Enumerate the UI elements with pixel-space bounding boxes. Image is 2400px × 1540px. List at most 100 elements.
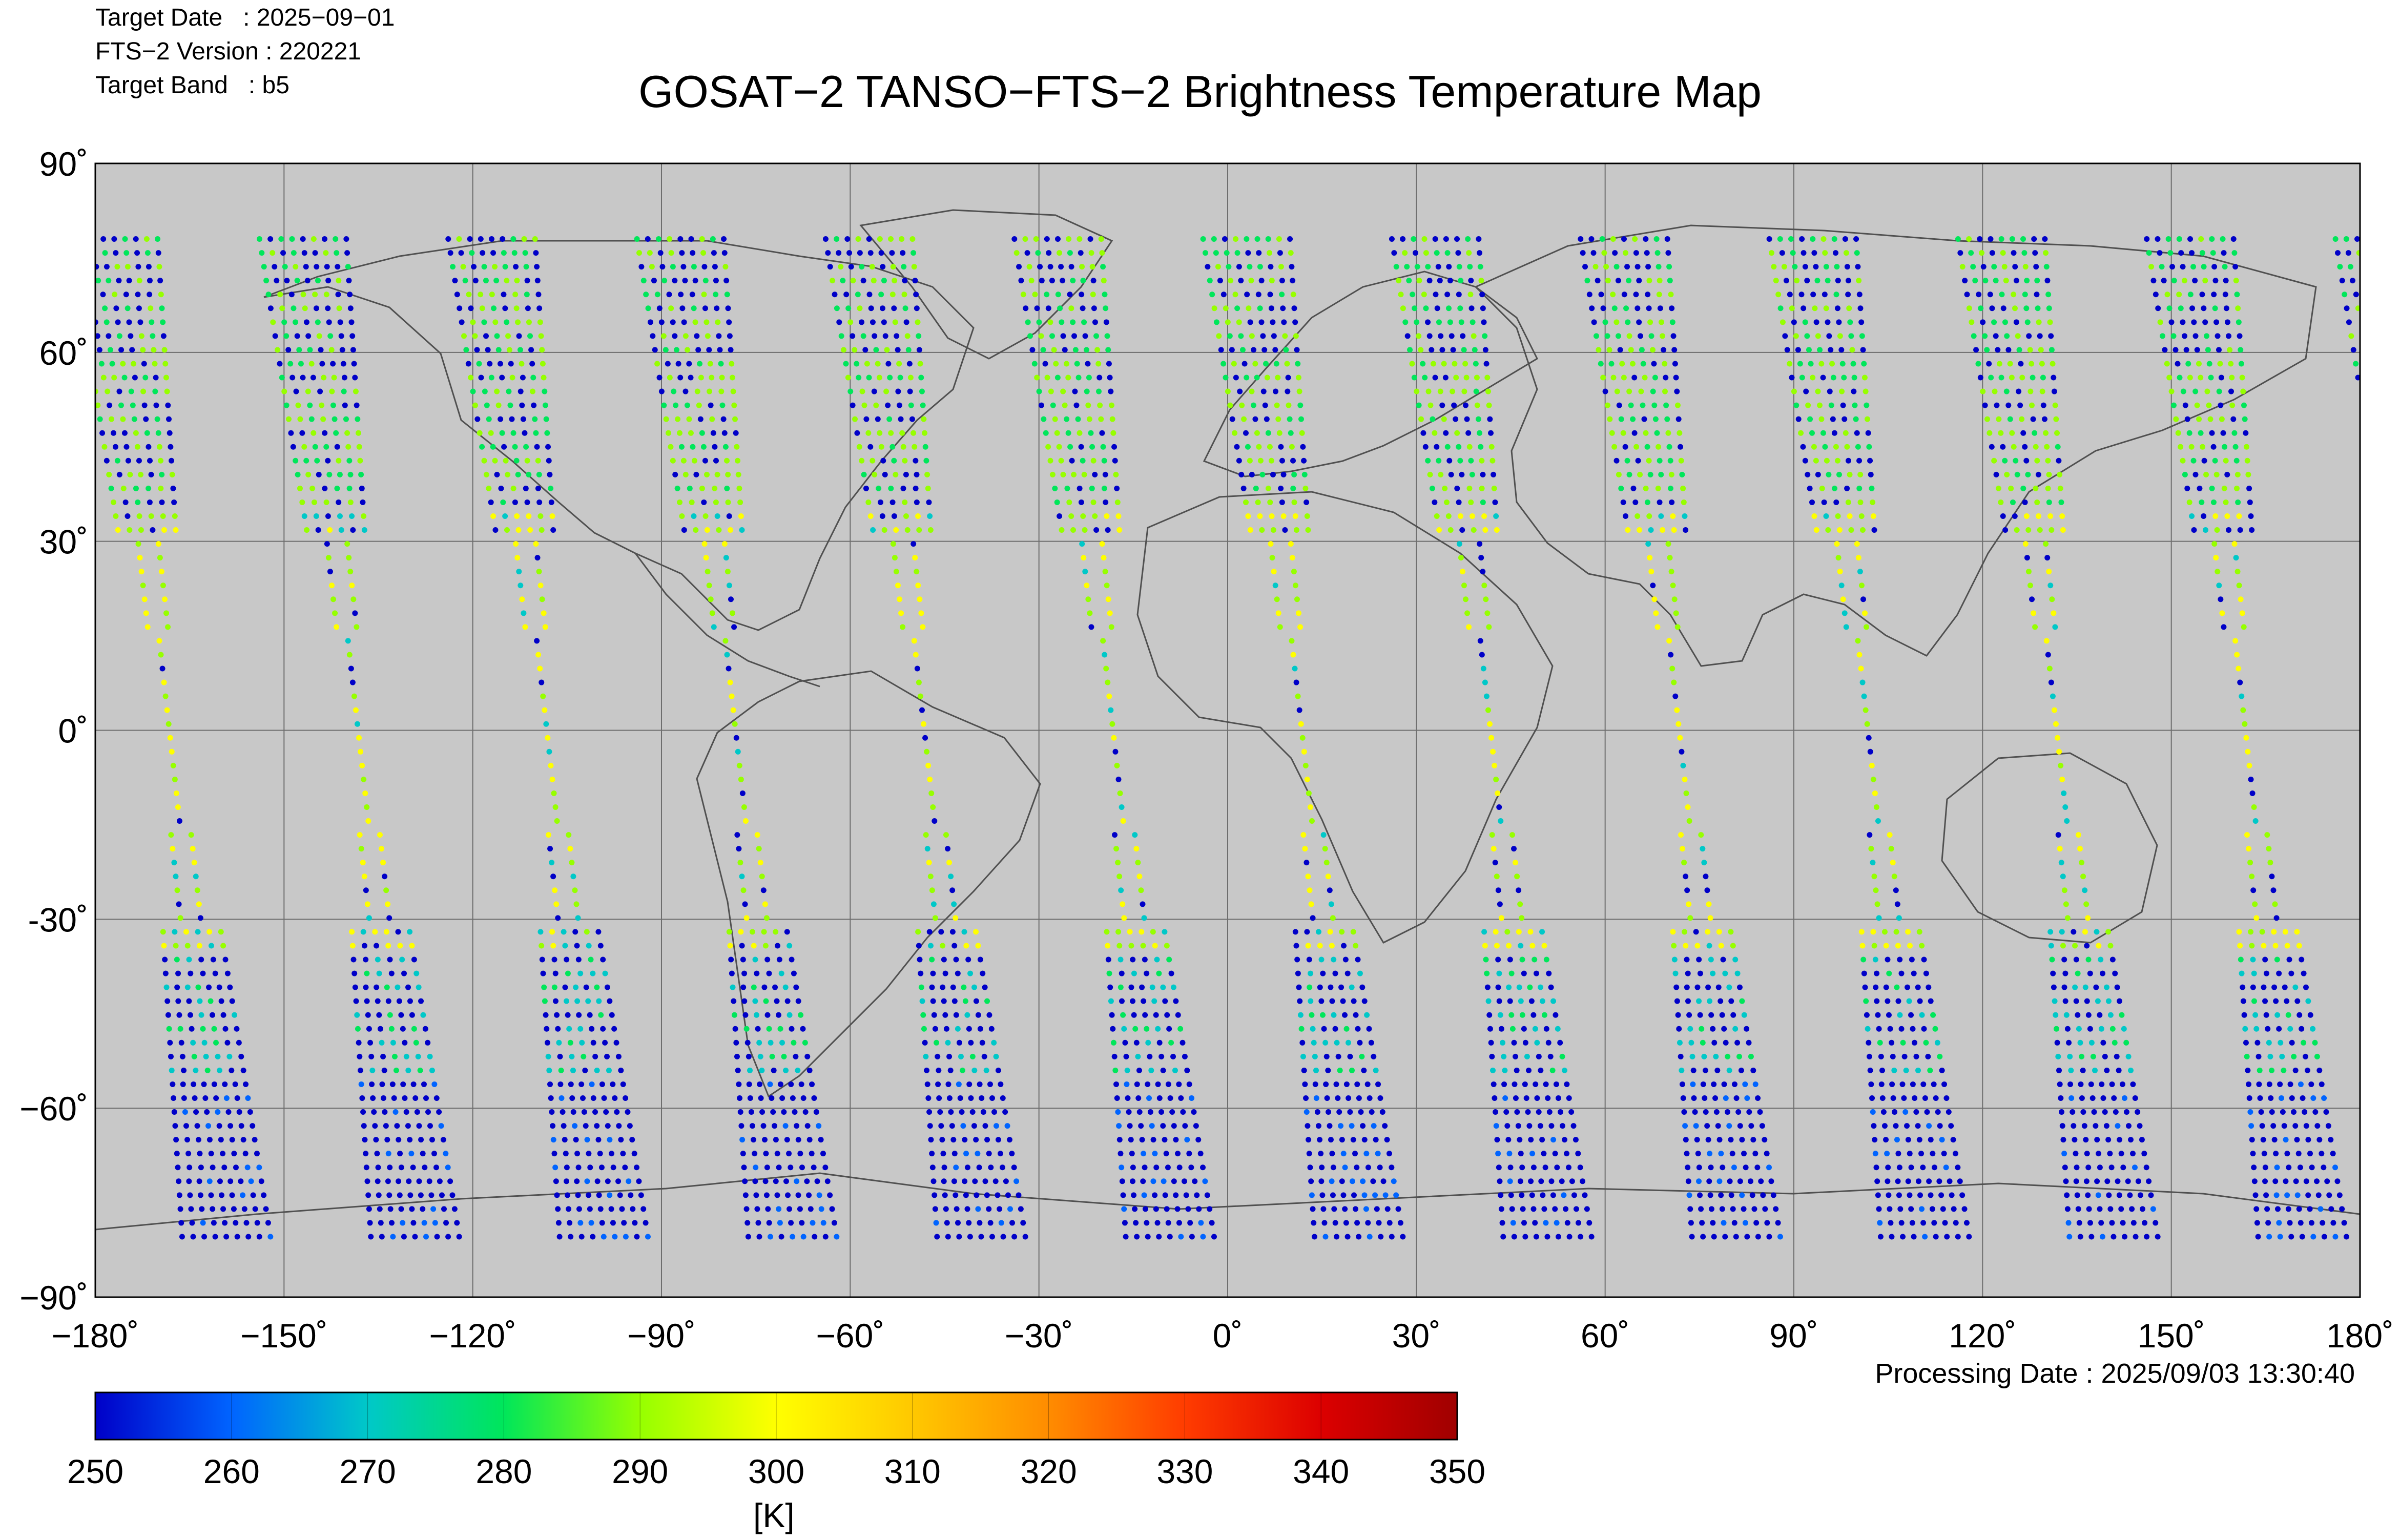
observation-point	[524, 499, 530, 505]
observation-point	[434, 1234, 440, 1240]
observation-point	[982, 1123, 988, 1129]
observation-point	[353, 388, 359, 394]
observation-point	[962, 1178, 968, 1184]
observation-point	[279, 305, 285, 311]
observation-point	[2096, 943, 2102, 949]
observation-point	[1700, 1081, 1706, 1087]
observation-point	[1519, 915, 1525, 921]
observation-point	[200, 1026, 206, 1032]
observation-point	[1372, 1192, 1378, 1198]
observation-point	[463, 347, 469, 353]
observation-point	[800, 1026, 806, 1032]
observation-point	[1165, 1081, 1171, 1087]
observation-point	[1744, 1234, 1750, 1240]
observation-point	[1861, 374, 1868, 381]
observation-point	[184, 984, 191, 990]
observation-point	[1344, 970, 1351, 976]
lon-tick-label: 0˚	[1213, 1317, 1243, 1355]
observation-point	[2217, 361, 2223, 367]
observation-point	[1873, 804, 1879, 810]
observation-point	[2014, 527, 2020, 533]
observation-point	[578, 1234, 585, 1240]
observation-point	[558, 1067, 564, 1073]
observation-point	[922, 430, 928, 436]
observation-point	[206, 1178, 213, 1184]
observation-point	[537, 582, 544, 589]
observation-point	[1566, 1234, 1573, 1240]
observation-point	[359, 1095, 365, 1101]
observation-point	[161, 943, 167, 949]
observation-point	[2215, 569, 2221, 575]
observation-point	[1443, 430, 1449, 436]
observation-point	[1939, 1067, 1945, 1073]
observation-point	[1166, 1026, 1172, 1032]
observation-point	[587, 1164, 593, 1171]
observation-point	[909, 416, 915, 422]
observation-point	[371, 1109, 377, 1115]
observation-point	[626, 1178, 632, 1184]
observation-point	[2308, 1081, 2314, 1087]
observation-point	[1674, 624, 1681, 630]
observation-point	[1252, 361, 1258, 367]
observation-point	[2246, 1081, 2252, 1087]
observation-point	[1339, 1137, 1345, 1143]
observation-point	[1092, 471, 1098, 477]
observation-point	[1694, 1137, 1700, 1143]
observation-point	[654, 361, 660, 367]
observation-point	[548, 485, 554, 491]
observation-point	[2002, 527, 2009, 533]
observation-point	[1229, 347, 1235, 353]
observation-point	[1870, 860, 1876, 866]
observation-point	[1872, 1137, 1878, 1143]
observation-point	[668, 444, 674, 450]
observation-point	[829, 1206, 835, 1212]
observation-point	[391, 1053, 398, 1059]
observation-point	[913, 292, 919, 298]
observation-point	[1730, 1012, 1736, 1018]
observation-point	[1903, 1067, 1909, 1073]
observation-point	[1521, 1220, 1527, 1226]
observation-point	[102, 305, 108, 311]
observation-point	[1660, 333, 1666, 339]
observation-point	[1485, 998, 1492, 1004]
observation-point	[2032, 250, 2038, 256]
observation-point	[682, 278, 688, 284]
observation-point	[1307, 1164, 1313, 1171]
observation-point	[878, 444, 884, 450]
observation-point	[1707, 1151, 1713, 1157]
observation-point	[787, 1206, 793, 1212]
observation-point	[1006, 1137, 1012, 1143]
observation-point	[1685, 804, 1691, 810]
observation-point	[1658, 513, 1664, 519]
observation-point	[1525, 1067, 1532, 1073]
observation-point	[2078, 1081, 2084, 1087]
observation-point	[2117, 1137, 2123, 1143]
observation-point	[1802, 319, 1808, 325]
observation-point	[172, 776, 178, 782]
observation-point	[1995, 347, 2001, 353]
observation-point	[2054, 1039, 2060, 1046]
observation-point	[1823, 513, 1829, 519]
observation-point	[1728, 1137, 1734, 1143]
observation-point	[1667, 457, 1673, 464]
observation-point	[552, 887, 558, 893]
observation-point	[678, 444, 685, 450]
observation-point	[2045, 457, 2051, 464]
observation-point	[536, 471, 542, 477]
observation-point	[600, 1026, 606, 1032]
observation-point	[149, 319, 155, 325]
observation-point	[1670, 582, 1676, 589]
observation-point	[2240, 388, 2246, 394]
observation-point	[1523, 1095, 1529, 1101]
observation-point	[932, 1206, 938, 1212]
observation-point	[1859, 679, 1866, 685]
observation-point	[227, 1178, 234, 1184]
observation-point	[1705, 1137, 1711, 1143]
observation-point	[1866, 1039, 1872, 1046]
observation-point	[738, 929, 744, 935]
observation-point	[395, 929, 401, 935]
observation-point	[547, 1081, 553, 1087]
observation-point	[1098, 236, 1104, 242]
observation-point	[1964, 292, 1970, 298]
observation-point	[1172, 1067, 1178, 1073]
